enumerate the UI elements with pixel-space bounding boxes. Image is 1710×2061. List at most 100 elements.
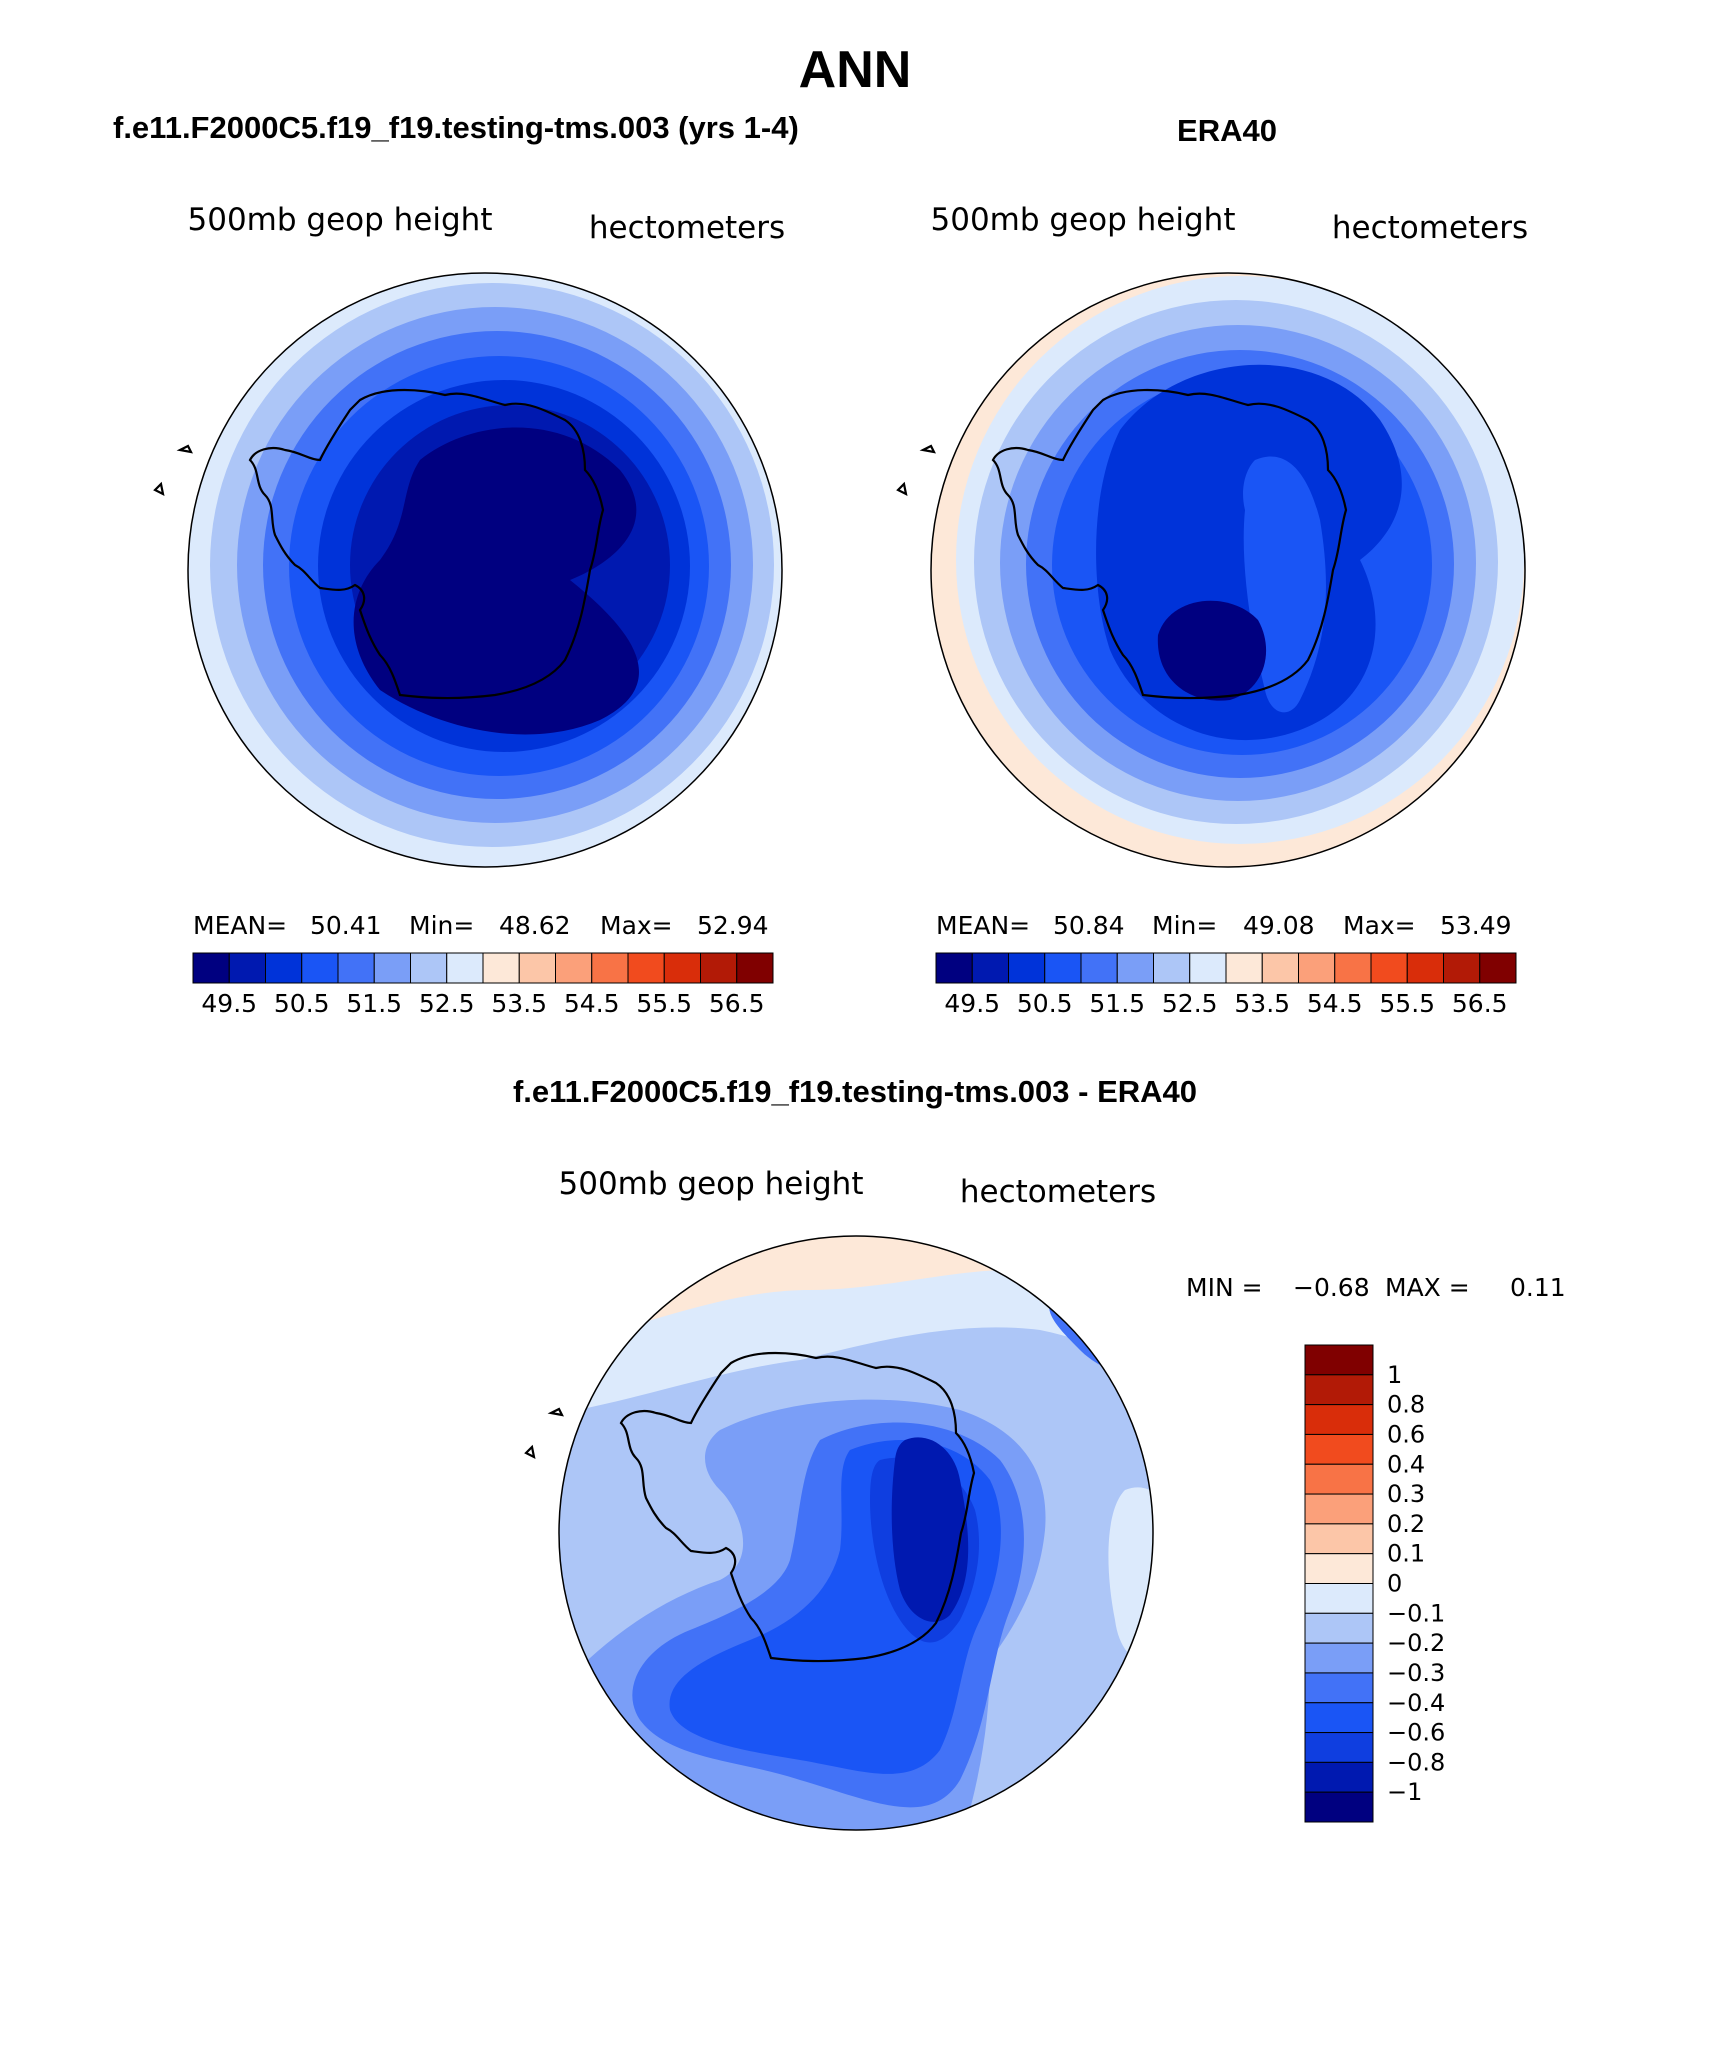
panel-model-min-value: 48.62 bbox=[499, 911, 571, 940]
panel-difference-units-label: hectometers bbox=[960, 1174, 1156, 1210]
colorbar-tick-label: 0.1 bbox=[1387, 1540, 1425, 1568]
colorbar-swatch bbox=[1304, 1374, 1374, 1406]
colorbar-swatch bbox=[1225, 952, 1263, 984]
panel-era40-map bbox=[896, 272, 1526, 868]
colorbar-swatch bbox=[1008, 952, 1046, 984]
panel-model-field-label: 500mb geop height bbox=[188, 202, 493, 238]
panel-model-case-title: f.e11.F2000C5.f19_f19.testing-tms.003 (y… bbox=[113, 110, 799, 145]
colorbar-tick-label: −1 bbox=[1387, 1778, 1422, 1806]
panel-model-units-label: hectometers bbox=[589, 210, 785, 246]
panel-difference-coastline bbox=[524, 1351, 976, 1663]
colorbar-tick-label: 51.5 bbox=[346, 989, 402, 1018]
colorbar-tick-label: 0.2 bbox=[1387, 1510, 1425, 1538]
colorbar-tick-label: 51.5 bbox=[1089, 989, 1145, 1018]
panel-era40-mean-label: MEAN= bbox=[936, 911, 1030, 940]
panel-era40-max-value: 53.49 bbox=[1440, 911, 1512, 940]
colorbar-swatch bbox=[971, 952, 1009, 984]
colorbar-swatch bbox=[1304, 1732, 1374, 1763]
panel-era40-colorbar: 49.5 50.5 51.5 52.5 53.5 54.5 55.5 56.5 bbox=[935, 952, 1517, 1018]
colorbar-swatch bbox=[1304, 1791, 1374, 1823]
panel-model-map-border bbox=[187, 272, 783, 868]
panel-difference-case-title: f.e11.F2000C5.f19_f19.testing-tms.003 - … bbox=[513, 1074, 1197, 1109]
colorbar-swatch bbox=[1116, 952, 1154, 984]
colorbar-swatch bbox=[1370, 952, 1408, 984]
colorbar-swatch bbox=[228, 952, 266, 984]
colorbar-tick-label: 50.5 bbox=[1017, 989, 1073, 1018]
panel-model-coastline bbox=[153, 388, 605, 700]
colorbar-swatch bbox=[1304, 1493, 1374, 1525]
colorbar-tick-label: −0.4 bbox=[1387, 1689, 1445, 1717]
panel-era40-coastline bbox=[896, 388, 1348, 700]
panel-era40-min-value: 49.08 bbox=[1243, 911, 1315, 940]
colorbar-tick-label: −0.8 bbox=[1387, 1748, 1445, 1776]
colorbar-swatch bbox=[1304, 1523, 1374, 1555]
colorbar-swatch bbox=[1304, 1463, 1374, 1495]
colorbar-swatch bbox=[301, 952, 339, 984]
colorbar-swatch bbox=[1304, 1344, 1374, 1376]
colorbar-swatch bbox=[265, 952, 303, 984]
colorbar-tick-label: 55.5 bbox=[1379, 989, 1435, 1018]
panel-difference-max-label: MAX = bbox=[1385, 1273, 1470, 1302]
colorbar-swatch bbox=[1304, 1761, 1374, 1793]
colorbar-swatch bbox=[1334, 952, 1372, 984]
colorbar-tick-label: 0.4 bbox=[1387, 1450, 1425, 1478]
panel-difference-colorbar: 10.80.60.40.30.20.10−0.1−0.2−0.3−0.4−0.6… bbox=[1304, 1344, 1445, 1823]
colorbar-tick-label: −0.2 bbox=[1387, 1629, 1445, 1657]
colorbar-swatch bbox=[518, 952, 556, 984]
panel-model-colorbar: 49.5 50.5 51.5 52.5 53.5 54.5 55.5 56.5 bbox=[192, 952, 774, 1018]
panel-difference-max-value: 0.11 bbox=[1510, 1273, 1566, 1302]
colorbar-swatch bbox=[446, 952, 484, 984]
colorbar-swatch bbox=[935, 952, 973, 984]
colorbar-swatch bbox=[1479, 952, 1517, 984]
panel-model-min-label: Min= bbox=[409, 911, 474, 940]
colorbar-swatch bbox=[591, 952, 629, 984]
colorbar-swatch bbox=[555, 952, 593, 984]
colorbar-tick-label: 53.5 bbox=[1234, 989, 1290, 1018]
colorbar-tick-label: −0.3 bbox=[1387, 1659, 1445, 1687]
colorbar-tick-label: 56.5 bbox=[1452, 989, 1508, 1018]
colorbar-tick-label: 52.5 bbox=[1162, 989, 1218, 1018]
colorbar-swatch bbox=[1304, 1702, 1374, 1734]
panel-model: f.e11.F2000C5.f19_f19.testing-tms.003 (y… bbox=[113, 110, 799, 1018]
colorbar-tick-label: 0 bbox=[1387, 1570, 1402, 1598]
panel-model-max-label: Max= bbox=[600, 911, 673, 940]
panel-era40-units-label: hectometers bbox=[1332, 210, 1528, 246]
panel-era40-map-border bbox=[930, 272, 1526, 868]
panel-model-mean-label: MEAN= bbox=[193, 911, 287, 940]
colorbar-tick-label: 50.5 bbox=[274, 989, 330, 1018]
colorbar-swatch bbox=[1189, 952, 1227, 984]
colorbar-tick-label: 55.5 bbox=[636, 989, 692, 1018]
colorbar-swatch bbox=[1304, 1583, 1374, 1614]
colorbar-swatch bbox=[337, 952, 375, 984]
colorbar-swatch bbox=[1304, 1672, 1374, 1704]
colorbar-tick-label: 49.5 bbox=[201, 989, 257, 1018]
colorbar-swatch bbox=[1304, 1612, 1374, 1644]
colorbar-swatch bbox=[410, 952, 448, 984]
colorbar-swatch bbox=[1406, 952, 1444, 984]
colorbar-swatch bbox=[1261, 952, 1299, 984]
colorbar-swatch bbox=[1153, 952, 1191, 984]
panel-model-mean-value: 50.41 bbox=[310, 911, 382, 940]
colorbar-swatch bbox=[1044, 952, 1082, 984]
colorbar-tick-label: 54.5 bbox=[1307, 989, 1363, 1018]
panel-difference-min-value: −0.68 bbox=[1293, 1273, 1370, 1302]
colorbar-swatch bbox=[1304, 1404, 1374, 1435]
panel-difference-min-label: MIN = bbox=[1186, 1273, 1263, 1302]
colorbar-swatch bbox=[1443, 952, 1481, 984]
colorbar-tick-label: 53.5 bbox=[491, 989, 547, 1018]
figure-title: ANN bbox=[799, 41, 912, 99]
colorbar-tick-label: 56.5 bbox=[709, 989, 765, 1018]
panel-era40-case-title: ERA40 bbox=[1177, 113, 1277, 148]
colorbar-swatch bbox=[1298, 952, 1336, 984]
colorbar-swatch bbox=[700, 952, 738, 984]
colorbar-swatch bbox=[373, 952, 411, 984]
colorbar-swatch bbox=[1304, 1642, 1374, 1674]
panel-era40-min-label: Min= bbox=[1152, 911, 1217, 940]
panel-difference-map bbox=[524, 1235, 1154, 1831]
colorbar-swatch bbox=[1304, 1553, 1374, 1584]
colorbar-tick-label: 1 bbox=[1387, 1361, 1402, 1389]
panel-difference-map-border bbox=[558, 1235, 1154, 1831]
colorbar-swatch bbox=[1080, 952, 1118, 984]
panel-era40-mean-value: 50.84 bbox=[1053, 911, 1125, 940]
